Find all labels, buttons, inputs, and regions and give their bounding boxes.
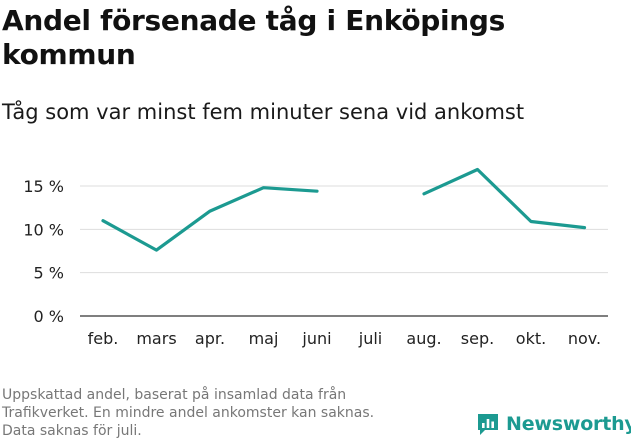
x-tick-label: juli <box>358 329 382 348</box>
y-tick-label: 15 % <box>23 177 64 196</box>
brand-name: Newsworthy <box>506 413 631 435</box>
x-tick-label: juni <box>301 329 331 348</box>
footer-note: Uppskattad andel, baserat på insamlad da… <box>2 386 442 440</box>
brand-logo: Newsworthy <box>476 410 631 438</box>
x-tick-label: feb. <box>88 329 119 348</box>
chart-title: Andel försenade tåg i Enköpings kommun <box>2 4 506 71</box>
x-tick-label: apr. <box>195 329 225 348</box>
y-tick-label: 0 % <box>34 307 64 326</box>
footer-note-line: Uppskattad andel, baserat på insamlad da… <box>2 387 347 403</box>
grid-layer <box>80 185 608 317</box>
newsworthy-logo-icon <box>478 414 498 435</box>
x-tick-label: mars <box>136 329 176 348</box>
x-tick-labels: feb. mars apr. maj juni juli aug. sep. okt. nov. <box>88 329 601 348</box>
footer-note-line: Data saknas för juli. <box>2 423 142 439</box>
x-tick-label: aug. <box>406 329 441 348</box>
y-tick-labels: 0 % 5 % 10 % 15 % <box>23 177 64 326</box>
series-layer <box>101 167 587 252</box>
x-tick-label: nov. <box>568 329 601 348</box>
y-tick-label: 5 % <box>34 264 64 283</box>
x-tick-label: maj <box>249 329 279 348</box>
x-tick-label: okt. <box>516 329 546 348</box>
y-tick-label: 10 % <box>23 220 64 239</box>
chart-subtitle: Tåg som var minst fem minuter sena vid a… <box>2 100 525 124</box>
series-line <box>101 186 319 252</box>
footer-note-line: Trafikverket. En mindre andel ankomster … <box>2 405 375 421</box>
x-tick-label: sep. <box>461 329 494 348</box>
line-chart: 0 % 5 % 10 % 15 % feb. mars apr. maj juni juli au… <box>23 167 608 348</box>
series-line <box>422 167 587 230</box>
